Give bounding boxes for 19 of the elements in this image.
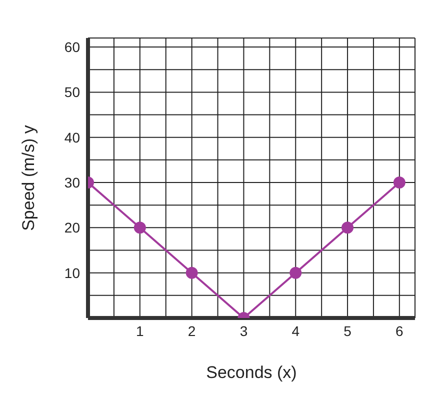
x-tick-label: 2 <box>188 322 196 339</box>
y-tick-label: 60 <box>64 39 80 55</box>
point <box>290 266 302 279</box>
point <box>393 176 406 189</box>
point <box>186 266 198 279</box>
x-tick-label: 4 <box>292 322 300 339</box>
x-axis-title: Seconds (x) <box>206 363 297 382</box>
x-tick-label: 6 <box>396 322 404 339</box>
point <box>342 222 354 234</box>
y-axis-title: Speed (m/s) y <box>19 124 38 231</box>
y-tick-label: 50 <box>64 84 80 100</box>
y-tick-label: 20 <box>64 220 80 236</box>
point <box>134 222 146 234</box>
x-tick-label: 1 <box>136 322 144 339</box>
x-tick-label: 3 <box>240 322 248 339</box>
y-tick-label: 10 <box>64 264 80 281</box>
y-tick-label: 30 <box>64 174 80 190</box>
x-tick-label: 5 <box>344 322 352 339</box>
y-tick-label: 40 <box>64 129 80 146</box>
